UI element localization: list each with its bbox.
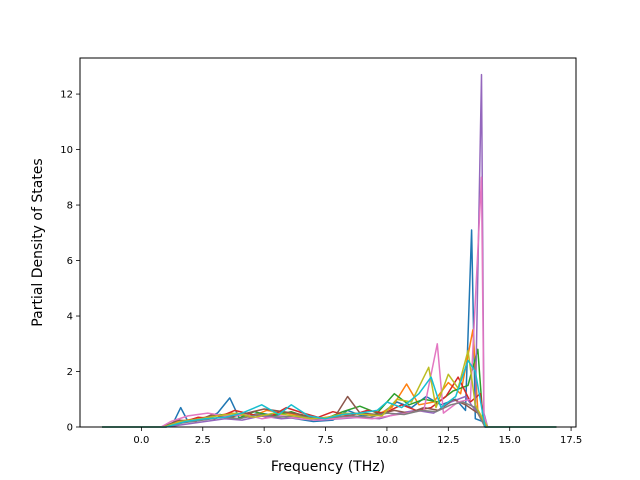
axes-frame xyxy=(79,57,577,428)
y-tick-label: 12 xyxy=(60,90,73,101)
y-tick-label: 0 xyxy=(67,423,73,434)
x-tick-label: 17.5 xyxy=(560,435,582,446)
pdos-series-7 xyxy=(102,176,557,428)
pdos-series-9 xyxy=(102,349,557,428)
x-tick-label: 15.0 xyxy=(499,435,521,446)
pdos-series-6 xyxy=(102,395,557,428)
pdos-series-10 xyxy=(102,359,557,428)
y-tick-label: 4 xyxy=(67,312,73,323)
x-tick-label: 5.0 xyxy=(256,435,272,446)
y-axis-label: Partial Density of States xyxy=(30,158,46,326)
y-tick-label: 2 xyxy=(67,367,73,378)
x-tick-label: 12.5 xyxy=(437,435,459,446)
x-tick-label: 2.5 xyxy=(195,435,211,446)
y-tick-label: 6 xyxy=(67,256,73,267)
x-tick-label: 7.5 xyxy=(318,435,334,446)
x-tick-label: 10.0 xyxy=(376,435,398,446)
y-axis: 0 2 4 6 8 10 12 xyxy=(60,90,80,434)
y-tick-label: 10 xyxy=(60,145,73,156)
y-tick-label: 8 xyxy=(67,201,73,212)
x-axis-label: Frequency (THz) xyxy=(271,459,385,475)
x-tick-label: 0.0 xyxy=(133,435,149,446)
plot-area xyxy=(102,73,557,428)
x-axis: 0.0 2.5 5.0 7.5 10.0 12.5 15.0 17.5 xyxy=(133,427,582,446)
